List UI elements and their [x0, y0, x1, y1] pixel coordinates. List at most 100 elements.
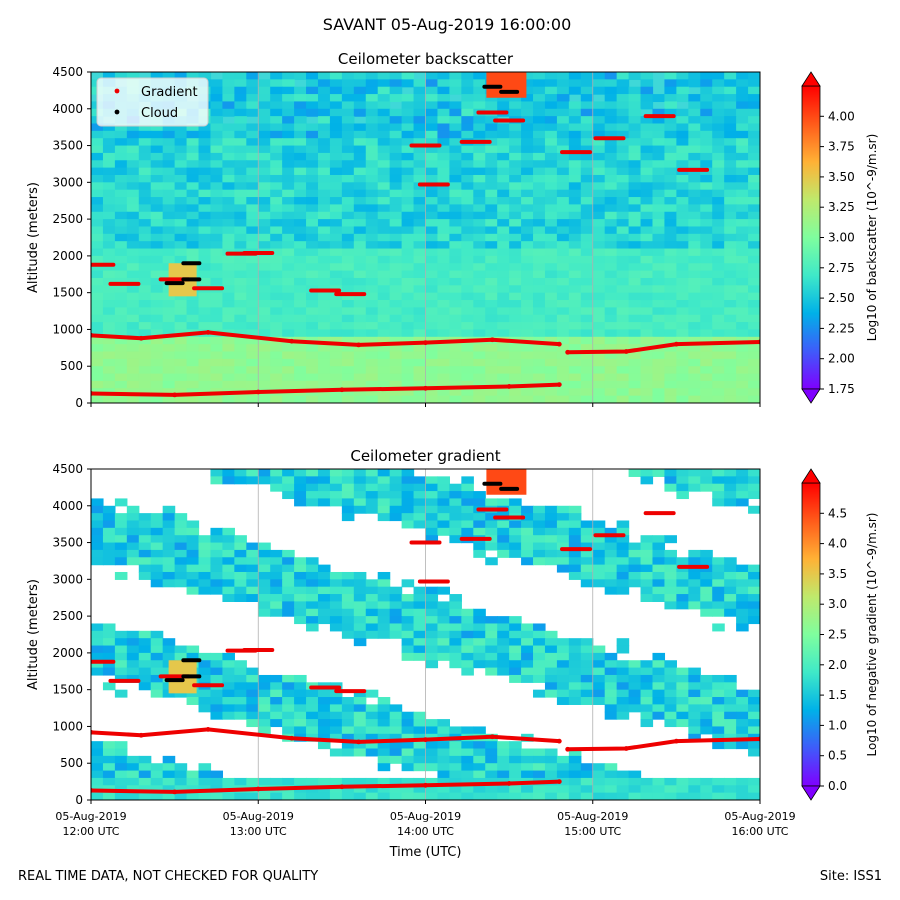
- x-tick-date: 05-Aug-2019: [223, 810, 294, 823]
- gradient-point: [205, 726, 211, 732]
- x-tick-date: 05-Aug-2019: [724, 810, 795, 823]
- gradient-line: [91, 330, 760, 355]
- colorbar-tick-label: 2.50: [828, 291, 855, 305]
- x-tick-date: 05-Aug-2019: [55, 810, 126, 823]
- colorbar-tick-label: 2.0: [828, 658, 847, 672]
- y-tick-label: 3000: [52, 572, 83, 586]
- colorbar-tick-label: 4.5: [828, 506, 847, 520]
- gradient-point: [289, 735, 295, 741]
- x-tick-date: 05-Aug-2019: [390, 810, 461, 823]
- gradient-point: [339, 784, 345, 790]
- gradient-point: [623, 746, 629, 751]
- gradient-point: [356, 342, 361, 348]
- y-tick-label: 2000: [52, 249, 83, 263]
- y-tick-label: 4500: [52, 462, 83, 476]
- y-tick-label: 3500: [52, 139, 83, 153]
- y-tick-label: 2000: [52, 646, 83, 660]
- gradient-point: [205, 329, 211, 335]
- gradient-point: [506, 384, 512, 389]
- colorbar: 1.75 2.00 2.25 2.50 2.75 3.00 3.25 3.50 3.75 4.00…: [801, 71, 879, 404]
- gradient-point: [556, 341, 562, 347]
- y-tick-label: 2500: [52, 609, 83, 623]
- colorbar-tick-label: 3.50: [828, 170, 855, 184]
- gradient-point: [289, 338, 295, 344]
- gradient-point: [556, 738, 562, 744]
- backscatter-panel: Ceilometer backscatter 0 500 1000 1500 2000 25…: [26, 50, 879, 410]
- gradient-point: [623, 349, 629, 354]
- gradient-point: [565, 746, 571, 752]
- colorbar-tick-label: 3.25: [828, 200, 855, 214]
- y-tick-label: 3500: [52, 536, 83, 550]
- gradient-point: [673, 738, 679, 744]
- colorbar-tick-label: 4.00: [828, 109, 855, 123]
- figure-suptitle: SAVANT 05-Aug-2019 16:00:00: [323, 15, 572, 34]
- gradient-point: [556, 779, 562, 785]
- legend-label: Cloud: [141, 106, 178, 121]
- gradient-point: [172, 392, 178, 398]
- y-tick-label: 4000: [52, 499, 83, 513]
- colorbar-tick-label: 0.0: [828, 779, 847, 793]
- legend-label: Gradient: [141, 85, 198, 100]
- colorbar-tick-label: 4.0: [828, 537, 847, 551]
- colorbar-tick-label: 3.00: [828, 231, 855, 245]
- x-tick-date: 05-Aug-2019: [557, 810, 628, 823]
- colorbar-bar: [801, 482, 821, 787]
- gradient-point: [506, 781, 512, 786]
- quality-disclaimer: REAL TIME DATA, NOT CHECKED FOR QUALITY: [18, 869, 319, 884]
- x-tick-time: 13:00 UTC: [230, 825, 287, 838]
- colorbar-tick-label: 1.75: [828, 382, 855, 396]
- y-tick-label: 4000: [52, 102, 83, 116]
- y-axis-label: Altitude (meters): [26, 579, 41, 690]
- colorbar-bar: [801, 85, 821, 390]
- colorbar-extend-max: [801, 71, 821, 87]
- gradient-point: [138, 335, 144, 341]
- y-tick-label: 0: [75, 793, 83, 807]
- y-tick-label: 0: [75, 396, 83, 410]
- gradient-point: [91, 391, 94, 396]
- colorbar-label: Log10 of negative gradient (10^-9/m.sr): [865, 513, 879, 757]
- colorbar-tick-label: 2.5: [828, 628, 847, 642]
- x-tick-time: 15:00 UTC: [564, 825, 621, 838]
- y-tick-label: 1500: [52, 286, 83, 300]
- gradient-point: [673, 341, 679, 347]
- legend-box: [96, 77, 209, 127]
- y-tick-label: 500: [60, 756, 83, 770]
- plot-title: Ceilometer gradient: [350, 447, 500, 465]
- gradient-point: [757, 736, 760, 742]
- gradient-point: [423, 340, 428, 346]
- gradient-point: [565, 349, 571, 355]
- gradient-point: [91, 729, 94, 735]
- x-tick-time: 12:00 UTC: [62, 825, 119, 838]
- y-tick-label: 1500: [52, 683, 83, 697]
- gradient-panel: Ceilometer gradient 0 500 1000 1500 2000 2500 3…: [26, 447, 879, 860]
- legend-cloud-marker: [114, 109, 120, 115]
- gradient-point: [356, 739, 361, 745]
- gradient-point: [757, 339, 760, 345]
- colorbar-label: Log10 of backscatter (10^-9/m.sr): [865, 134, 879, 342]
- gradient-point: [255, 786, 261, 792]
- y-tick-label: 2500: [52, 212, 83, 226]
- colorbar-tick-label: 1.0: [828, 718, 847, 732]
- gradient-point: [423, 385, 428, 391]
- site-label: Site: ISS1: [819, 869, 882, 884]
- colorbar-extend-min: [801, 388, 821, 404]
- gradient-point: [556, 382, 562, 388]
- y-tick-label: 3000: [52, 175, 83, 189]
- markers: [91, 481, 760, 795]
- colorbar: 0.0 0.5 1.0 1.5 2.0 2.5 3.0 3.5 4.0 4.5 Log10 of n…: [801, 468, 879, 801]
- colorbar-tick-label: 2.75: [828, 261, 855, 275]
- gradient-point: [91, 332, 94, 338]
- gradient-line: [91, 727, 760, 752]
- markers: [91, 84, 760, 398]
- gradient-point: [339, 387, 345, 393]
- colorbar-tick-label: 3.5: [828, 567, 847, 581]
- x-tick-time: 14:00 UTC: [397, 825, 454, 838]
- colorbar-tick-label: 3.75: [828, 140, 855, 154]
- colorbar-tick-label: 3.0: [828, 597, 847, 611]
- gradient-point: [423, 782, 428, 788]
- y-axis-label: Altitude (meters): [26, 182, 41, 293]
- gradient-point: [91, 788, 94, 793]
- colorbar-tick-label: 1.5: [828, 688, 847, 702]
- legend-gradient-marker: [114, 88, 120, 94]
